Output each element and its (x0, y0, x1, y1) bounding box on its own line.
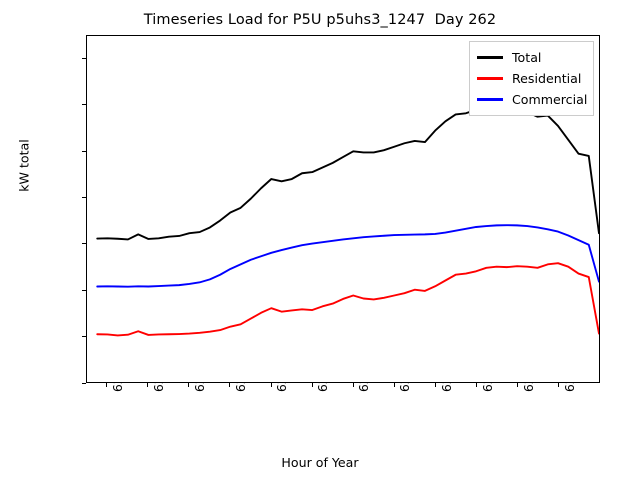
legend-item-total[interactable]: Total (477, 47, 586, 68)
legend-swatch-icon (477, 77, 503, 80)
x-tick-mark (517, 383, 519, 387)
legend-swatch-icon (477, 98, 503, 101)
y-tick-mark (82, 336, 86, 338)
x-tick-mark (147, 383, 149, 387)
legend-label: Residential (512, 71, 582, 86)
x-tick-mark (558, 383, 560, 387)
y-axis-label: kW total (16, 139, 32, 192)
y-tick-mark (82, 57, 86, 59)
y-tick-mark (82, 104, 86, 106)
series-line-residential (97, 263, 599, 335)
legend-label: Commercial (512, 92, 588, 107)
page-title: Timeseries Load for P5U p5uhs3_1247 Day … (143, 12, 497, 28)
x-tick-mark (352, 383, 354, 387)
legend: Total Residential Commercial (469, 41, 594, 116)
x-axis-label: Hour of Year (281, 455, 359, 470)
x-tick-mark (188, 383, 190, 387)
y-tick-mark (82, 243, 86, 245)
y-tick-mark (82, 289, 86, 291)
legend-swatch-icon (477, 56, 503, 59)
legend-item-residential[interactable]: Residential (477, 68, 586, 89)
series-line-total (97, 109, 599, 240)
y-tick-mark (82, 196, 86, 198)
y-tick-mark (82, 382, 86, 384)
x-tick-mark (435, 383, 437, 387)
x-tick-mark (393, 383, 395, 387)
legend-item-commercial[interactable]: Commercial (477, 89, 588, 110)
legend-label: Total (512, 50, 542, 65)
x-tick-mark (270, 383, 272, 387)
x-tick-mark (106, 383, 108, 387)
x-tick-mark (476, 383, 478, 387)
y-tick-mark (82, 150, 86, 152)
x-tick-mark (311, 383, 313, 387)
series-line-commercial (97, 225, 599, 287)
x-tick-mark (229, 383, 231, 387)
